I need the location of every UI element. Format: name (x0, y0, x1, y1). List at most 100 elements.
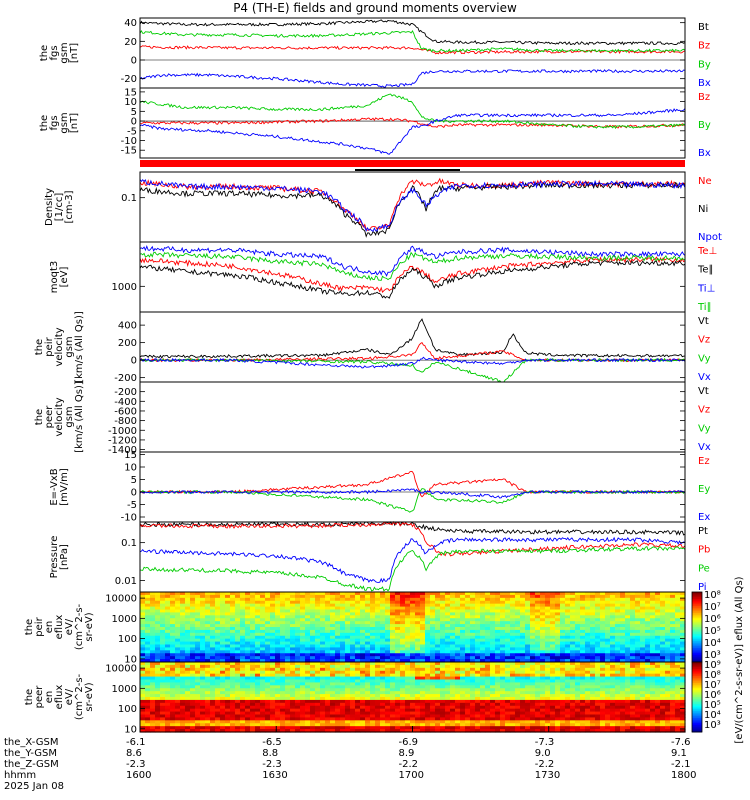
spectrogram-cell (405, 638, 411, 643)
legend-fgs_gsm_zoom-By: By (698, 120, 711, 131)
spectrogram-cell (490, 618, 496, 622)
spectrogram-cell (485, 603, 491, 608)
spectrogram-cell (240, 644, 246, 649)
spectrogram-cell (155, 592, 161, 596)
spectrogram-cell (485, 594, 491, 599)
spectrogram-cell (275, 723, 281, 727)
spectrogram-cell (160, 662, 166, 666)
spectrogram-cell (555, 697, 561, 701)
spectrogram-cell (545, 699, 551, 704)
spectrogram-cell (465, 670, 471, 675)
spectrogram-cell (490, 600, 496, 605)
spectrogram-cell (650, 650, 656, 654)
spectrogram-cell (180, 606, 186, 611)
spectrogram-cell (585, 653, 591, 657)
spectrogram-cell (495, 612, 501, 616)
spectrogram-cell (340, 592, 346, 596)
spectrogram-cell (270, 621, 276, 625)
spectrogram-cell (430, 662, 436, 666)
spectrogram-cell (625, 659, 631, 663)
spectrogram-cell (430, 664, 436, 669)
spectrogram-cell (285, 717, 291, 721)
spectrogram-cell (180, 644, 186, 649)
spectrogram-cell (350, 615, 356, 619)
spectrogram-cell (300, 644, 306, 649)
spectrogram-cell (500, 670, 506, 675)
series-pressure-Pe (139, 545, 686, 592)
spectrogram-cell (385, 673, 391, 678)
spectrogram-cell (520, 603, 526, 608)
spectrogram-cell (210, 697, 216, 701)
spectrogram-cell (255, 635, 261, 640)
spectrogram-cell (615, 592, 621, 596)
spectrogram-cell (150, 667, 156, 672)
spectrogram-cell (535, 699, 541, 704)
spectrogram-cell (455, 618, 461, 622)
spectrogram-cell (540, 603, 546, 608)
spectrogram-cell (260, 632, 266, 637)
spectrogram-cell (525, 662, 531, 666)
spectrogram-cell (490, 717, 496, 721)
spectrogram-cell (265, 679, 271, 684)
spectrogram-cell (625, 597, 631, 602)
spectrogram-cell (345, 694, 351, 698)
spectrogram-cell (440, 627, 446, 631)
spectrogram-cell (380, 600, 386, 605)
ytick-label: -5 (127, 500, 137, 511)
spectrogram-cell (670, 635, 676, 640)
spectrogram-cell (460, 708, 466, 713)
spectrogram-cell (485, 729, 491, 733)
spectrogram-cell (450, 688, 456, 692)
spectrogram-cell (660, 647, 666, 651)
spectrogram-cell (300, 708, 306, 713)
spectrogram-cell (370, 694, 376, 698)
spectrogram-cell (505, 723, 511, 727)
spectrogram-cell (425, 621, 431, 625)
spectrogram-cell (410, 711, 416, 716)
spectrogram-cell (475, 627, 481, 631)
spectrogram-cell (540, 685, 546, 689)
spectrogram-cell (330, 717, 336, 721)
spectrogram-cell (410, 685, 416, 689)
spectrogram-cell (495, 621, 501, 625)
spectrogram-cell (260, 711, 266, 716)
spectrogram-cell (635, 659, 641, 663)
spectrogram-cell (530, 664, 536, 669)
spectrogram-cell (325, 592, 331, 596)
spectrogram-cell (275, 638, 281, 643)
spectrogram-cell (440, 629, 446, 634)
spectrogram-cell (370, 691, 376, 695)
spectrogram-cell (495, 688, 501, 692)
spectrogram-cell (485, 612, 491, 616)
legend-pressure-Pe: Pe (698, 563, 710, 574)
spectrogram-cell (170, 688, 176, 692)
spectrogram-cell (310, 694, 316, 698)
spectrogram-cell (420, 717, 426, 721)
spectrogram-cell (515, 694, 521, 698)
spectrogram-cell (305, 717, 311, 721)
spectrogram-cell (395, 682, 401, 686)
spectrogram-cell (550, 667, 556, 672)
spectrogram-cell (415, 723, 421, 727)
spectrogram-cell (210, 641, 216, 646)
spectrogram-cell (215, 729, 221, 733)
spectrogram-cell (665, 647, 671, 651)
spectrogram-cell (325, 618, 331, 622)
spectrogram-cell (605, 609, 611, 614)
spectrogram-cell (230, 682, 236, 686)
spectrogram-cell (275, 720, 281, 724)
spectrogram-cell (195, 653, 201, 657)
spectrogram-cell (455, 705, 461, 710)
spectrogram-cell (280, 711, 286, 716)
spectrogram-cell (590, 638, 596, 643)
spectrogram-cell (515, 679, 521, 684)
spectrogram-cell (230, 656, 236, 660)
spectrogram-cell (190, 647, 196, 651)
spectrogram-cell (475, 644, 481, 649)
spectrogram-cell (145, 717, 151, 721)
spectrogram-cell (475, 656, 481, 660)
spectrogram-cell (315, 726, 321, 730)
spectrogram-cell (445, 679, 451, 684)
spectrogram-cell (370, 621, 376, 625)
spectrogram-cell (175, 708, 181, 713)
